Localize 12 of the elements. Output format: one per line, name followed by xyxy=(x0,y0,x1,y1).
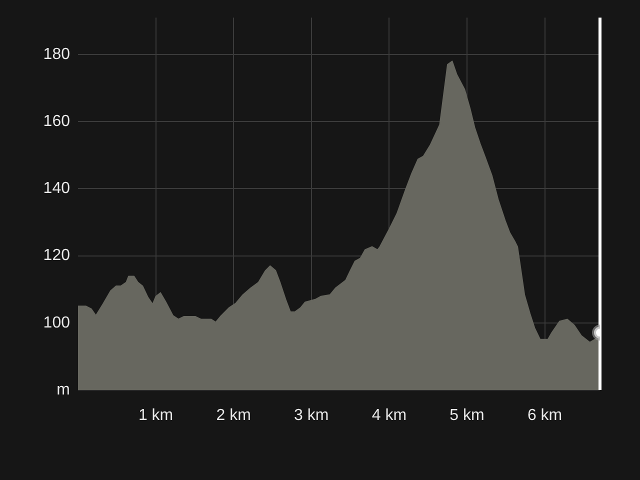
y-tick-label: 180 xyxy=(43,46,70,63)
x-tick-label: 4 km xyxy=(372,407,407,424)
y-tick-label: m xyxy=(56,381,70,398)
x-tick-label: 2 km xyxy=(216,407,251,424)
x-tick-label: 1 km xyxy=(138,407,174,424)
y-tick-label: 120 xyxy=(43,247,70,264)
y-tick-label: 140 xyxy=(43,180,70,198)
x-tick-label: 3 km xyxy=(294,407,329,424)
y-tick-label: 100 xyxy=(43,314,70,332)
x-tick-label: 6 km xyxy=(527,407,562,424)
x-tick-label: 5 km xyxy=(450,407,484,424)
y-tick-label: 160 xyxy=(43,113,70,130)
